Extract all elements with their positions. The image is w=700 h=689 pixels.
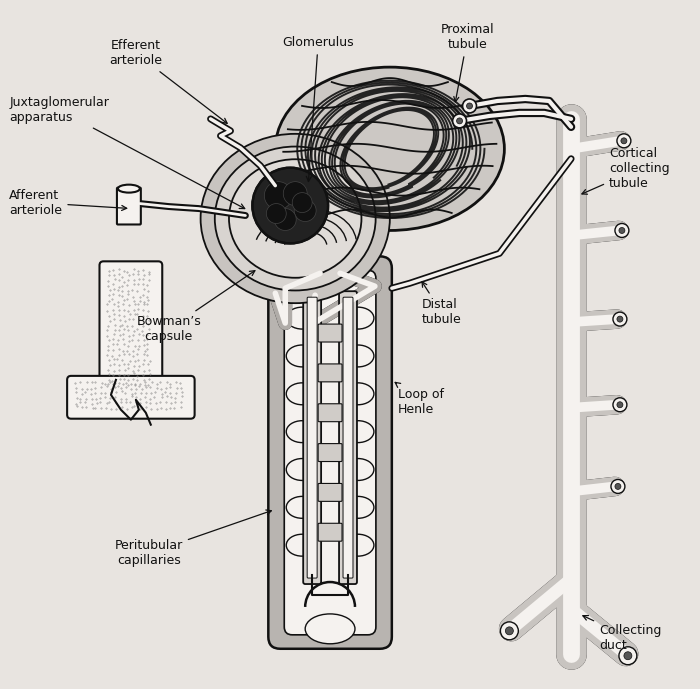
Text: Bowman’s
capsule: Bowman’s capsule [136,271,255,343]
FancyBboxPatch shape [318,484,342,502]
Text: Afferent
arteriole: Afferent arteriole [9,189,127,216]
Circle shape [617,134,631,148]
Circle shape [466,103,473,109]
Ellipse shape [342,383,374,404]
Circle shape [505,627,513,635]
FancyBboxPatch shape [67,376,195,419]
Ellipse shape [342,307,374,329]
FancyBboxPatch shape [318,523,342,541]
Ellipse shape [286,496,318,518]
Text: Efferent
arteriole: Efferent arteriole [109,39,228,123]
Ellipse shape [229,159,361,278]
Circle shape [266,203,286,223]
Circle shape [463,99,477,113]
Ellipse shape [286,459,318,480]
Circle shape [292,193,312,212]
FancyBboxPatch shape [318,364,342,382]
Ellipse shape [286,345,318,367]
Ellipse shape [305,614,355,644]
FancyBboxPatch shape [117,187,141,225]
Ellipse shape [342,496,374,518]
Circle shape [613,312,627,326]
Ellipse shape [286,534,318,556]
Text: Glomerulus: Glomerulus [282,37,354,181]
FancyBboxPatch shape [318,404,342,422]
Text: Peritubular
capillaries: Peritubular capillaries [115,510,272,567]
Text: Proximal
tubule: Proximal tubule [441,23,494,102]
Ellipse shape [342,345,374,367]
Ellipse shape [275,67,505,230]
Circle shape [456,118,463,124]
Ellipse shape [118,185,140,193]
Text: Cortical
collecting
tubule: Cortical collecting tubule [582,147,670,194]
Ellipse shape [215,147,376,291]
FancyBboxPatch shape [284,270,376,635]
Ellipse shape [286,383,318,404]
FancyBboxPatch shape [307,297,317,578]
Circle shape [500,622,518,640]
FancyBboxPatch shape [303,291,321,584]
FancyBboxPatch shape [339,291,357,584]
Circle shape [274,209,296,230]
Ellipse shape [342,459,374,480]
Circle shape [624,652,632,660]
FancyBboxPatch shape [268,256,392,649]
Text: Distal
tubule: Distal tubule [421,282,461,326]
Circle shape [615,223,629,238]
Ellipse shape [286,307,318,329]
Ellipse shape [286,421,318,442]
Circle shape [619,647,637,665]
Text: Collecting
duct: Collecting duct [583,615,662,652]
Circle shape [617,316,623,322]
Ellipse shape [342,421,374,442]
Ellipse shape [342,534,374,556]
FancyBboxPatch shape [318,444,342,462]
Circle shape [615,484,621,489]
Circle shape [621,138,627,144]
Circle shape [284,182,307,205]
Text: Loop of
Henle: Loop of Henle [395,382,444,416]
FancyBboxPatch shape [318,324,342,342]
Circle shape [453,114,466,128]
Circle shape [617,402,623,408]
Circle shape [265,182,292,209]
Circle shape [253,167,328,243]
Circle shape [611,480,625,493]
FancyBboxPatch shape [99,261,162,399]
Circle shape [294,200,316,221]
Circle shape [619,227,625,234]
FancyBboxPatch shape [343,297,353,578]
Circle shape [613,398,627,412]
Text: Juxtaglomerular
apparatus: Juxtaglomerular apparatus [9,96,245,209]
Ellipse shape [201,134,390,303]
